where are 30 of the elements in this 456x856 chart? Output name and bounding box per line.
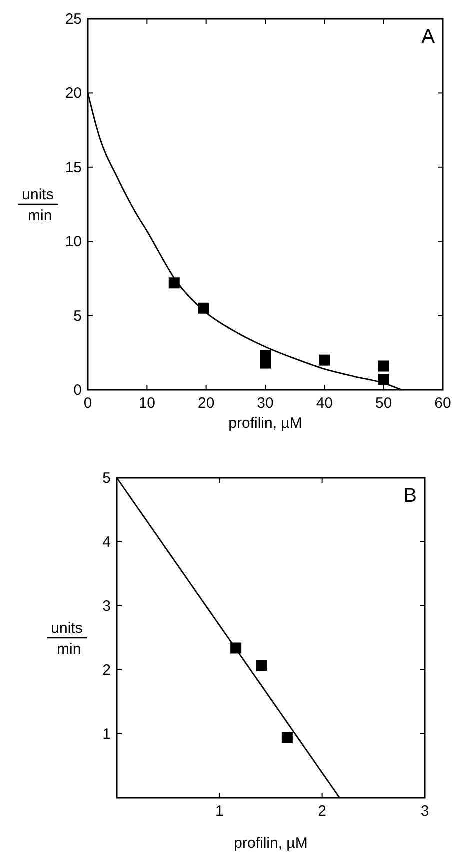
y-tick-label: 0 [74,382,82,399]
x-tick-label: 20 [198,395,215,412]
y-tick-label: 10 [65,234,82,251]
point [378,360,390,372]
x-tick-label: 60 [434,395,452,412]
x-tick-label: 3 [420,803,430,820]
chart-title: B [404,485,417,507]
y-tick-label: 4 [102,534,111,551]
y-tick-label: 5 [74,308,82,325]
x-tick-label: 50 [375,395,392,412]
chart-title: A [422,26,436,48]
y-tick-label: 5 [102,470,111,487]
y-tick-label: 1 [102,726,111,743]
point [282,732,293,744]
x-axis-title: profilin, µM [234,835,308,852]
x-axis-title: profilin, µM [228,415,302,432]
y-tick-label: 2 [102,662,111,679]
x-tick-label: 30 [257,395,274,412]
point [319,354,330,366]
y-tick-label: 3 [102,598,111,615]
y-tick-label: 15 [65,159,82,176]
point [256,660,268,672]
y-tick-label: 20 [65,85,82,102]
x-tick-label: 10 [138,395,156,412]
y-axis-title: units min [22,186,54,224]
x-tick-label: 40 [316,395,334,412]
y-axis-title: units min [51,620,83,658]
y-tick-label: 25 [65,11,82,28]
x-tick-label: 2 [318,803,327,820]
x-tick-label: 1 [215,803,224,820]
